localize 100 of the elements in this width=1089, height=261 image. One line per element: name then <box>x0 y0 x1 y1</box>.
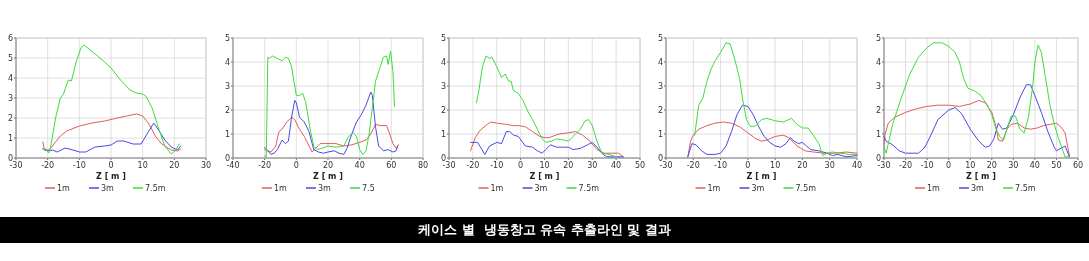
line-series <box>883 42 1070 158</box>
y-tick-label: 0 <box>7 154 13 163</box>
y-tick-label: 2 <box>440 106 446 115</box>
y-tick-label: 5 <box>440 34 446 43</box>
y-tick-label: 1 <box>440 130 446 139</box>
x-tick-label: -20 <box>41 161 55 170</box>
y-tick-label: 4 <box>657 58 663 67</box>
x-tick-label: -30 <box>877 161 891 170</box>
legend-label: 7.5m <box>1015 184 1036 193</box>
line-series <box>264 116 399 153</box>
x-tick-label: -20 <box>686 161 700 170</box>
x-tick-label: 60 <box>386 161 397 170</box>
x-tick-label: -20 <box>466 161 480 170</box>
line-series <box>42 44 180 155</box>
line-series <box>687 121 858 158</box>
legend-label: 1m <box>490 184 504 193</box>
x-tick-label: -20 <box>258 161 272 170</box>
y-tick-label: 4 <box>224 58 230 67</box>
line-series <box>475 55 617 158</box>
text: 케이스 별 냉동창고 유속 추출라인 및 결과 <box>418 221 671 239</box>
y-tick-label: 4 <box>7 74 13 83</box>
y-tick-label: 0 <box>657 154 663 163</box>
x-axis-title: Z [ m ] <box>746 172 777 181</box>
legend-label: 1m <box>707 184 721 193</box>
x-tick-label: -10 <box>72 161 86 170</box>
line-series <box>687 104 858 158</box>
x-tick-label: 20 <box>322 161 334 170</box>
x-tick-label: 20 <box>797 161 808 170</box>
x-tick-label: 0 <box>745 161 751 170</box>
legend-label: 1m <box>57 184 71 193</box>
legend-label: 3m <box>318 184 332 193</box>
x-tick-label: 40 <box>851 161 863 170</box>
legend-label: 3m <box>101 184 115 193</box>
x-tick-label: -40 <box>226 161 240 170</box>
x-tick-label: 30 <box>200 161 212 170</box>
line-series <box>42 122 182 153</box>
x-tick-label: -30 <box>9 161 23 170</box>
x-tick-label: -10 <box>714 161 728 170</box>
x-axis-title: Z [ m ] <box>966 172 996 181</box>
x-axis-title: Z [ m ] <box>96 172 126 181</box>
x-tick-label: 30 <box>587 161 598 170</box>
legend-label: 1m <box>927 184 941 193</box>
legend-label: 3m <box>971 184 985 193</box>
y-tick-label: 6 <box>7 34 13 43</box>
y-tick-label: 5 <box>7 54 13 63</box>
x-tick-label: 10 <box>137 161 148 170</box>
x-tick-label: -30 <box>442 161 456 170</box>
y-tick-label: 2 <box>224 106 230 115</box>
x-tick-label: 50 <box>634 161 646 170</box>
x-axis-title: Z [ m ] <box>313 172 343 181</box>
y-tick-label: 1 <box>7 134 13 143</box>
y-tick-label: 1 <box>224 130 230 139</box>
legend-label: 1m <box>274 184 288 193</box>
x-tick-label: 10 <box>539 161 550 170</box>
x-tick-label: 10 <box>965 161 976 170</box>
x-tick-label: 0 <box>293 161 299 170</box>
line-series <box>42 113 182 152</box>
x-tick-label: 10 <box>770 161 781 170</box>
x-tick-label: -10 <box>490 161 504 170</box>
line-series <box>694 42 858 157</box>
x-tick-label: 40 <box>354 161 365 170</box>
x-tick-label: 30 <box>824 161 835 170</box>
x-tick-label: 40 <box>1029 161 1040 170</box>
y-tick-label: 0 <box>440 154 446 163</box>
x-tick-label: 20 <box>986 161 997 170</box>
x-tick-label: 30 <box>1008 161 1019 170</box>
y-tick-label: 3 <box>7 94 13 103</box>
y-tick-label: 0 <box>224 154 230 163</box>
x-tick-label: -30 <box>659 161 673 170</box>
x-tick-label: 0 <box>518 161 524 170</box>
line-series <box>264 91 399 155</box>
y-tick-label: 5 <box>875 34 881 43</box>
line-series <box>883 99 1070 157</box>
y-tick-label: 3 <box>657 82 663 91</box>
x-tick-label: 20 <box>563 161 574 170</box>
legend-label: 7.5m <box>145 184 166 193</box>
x-tick-label: -20 <box>899 161 913 170</box>
y-tick-label: 2 <box>7 114 13 123</box>
y-tick-label: 1 <box>657 130 663 139</box>
y-tick-label: 4 <box>440 58 446 67</box>
y-tick-label: 3 <box>875 82 881 91</box>
x-tick-label: 20 <box>169 161 180 170</box>
line-series <box>469 121 624 158</box>
x-axis-title: Z [ m ] <box>529 172 560 181</box>
x-tick-label: 80 <box>417 161 429 170</box>
y-tick-label: 3 <box>224 82 230 91</box>
y-tick-label: 1 <box>875 130 881 139</box>
x-tick-label: -10 <box>920 161 934 170</box>
y-tick-label: 0 <box>875 154 881 163</box>
y-tick-label: 2 <box>657 106 663 115</box>
legend-label: 7.5m <box>578 184 600 193</box>
legend-label: 3m <box>751 184 765 193</box>
legend-label: 7.5m <box>795 184 817 193</box>
x-tick-label: 0 <box>946 161 952 170</box>
y-tick-label: 4 <box>875 58 881 67</box>
line-series <box>883 84 1070 158</box>
y-tick-label: 5 <box>224 34 230 43</box>
line-series <box>264 50 395 158</box>
x-tick-label: 60 <box>1072 161 1084 170</box>
x-tick-label: 0 <box>108 161 114 170</box>
